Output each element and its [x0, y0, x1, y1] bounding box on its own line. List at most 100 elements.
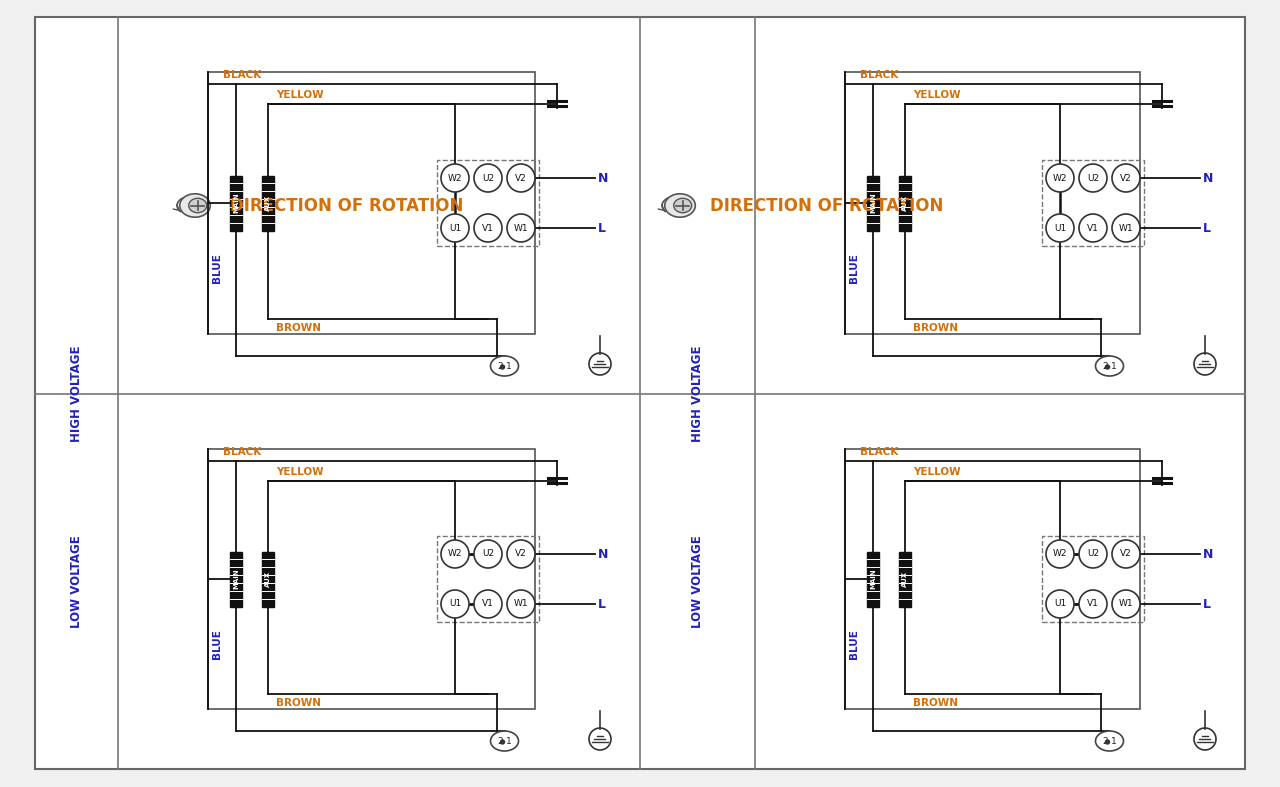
Circle shape: [1112, 214, 1140, 242]
Text: AUX: AUX: [265, 195, 271, 211]
Circle shape: [442, 590, 468, 618]
Ellipse shape: [179, 194, 210, 217]
Text: U2: U2: [1087, 549, 1100, 559]
Text: BROWN: BROWN: [913, 698, 957, 708]
Text: U2: U2: [483, 173, 494, 183]
Text: BLACK: BLACK: [860, 447, 899, 457]
Text: N: N: [1203, 172, 1213, 184]
Text: V1: V1: [483, 600, 494, 608]
Text: N: N: [598, 172, 608, 184]
Text: MAIN: MAIN: [870, 569, 876, 589]
Text: AUX: AUX: [902, 571, 908, 587]
Text: AUX: AUX: [902, 195, 908, 211]
Text: W1: W1: [1119, 600, 1133, 608]
Text: BLUE: BLUE: [212, 253, 221, 283]
Circle shape: [507, 540, 535, 568]
Text: 2: 2: [1102, 737, 1107, 745]
Circle shape: [1079, 590, 1107, 618]
Text: LOW VOLTAGE: LOW VOLTAGE: [691, 535, 704, 628]
Text: LOW VOLTAGE: LOW VOLTAGE: [70, 535, 83, 628]
Text: DIRECTION OF ROTATION: DIRECTION OF ROTATION: [710, 197, 943, 215]
Text: W1: W1: [513, 600, 529, 608]
Text: 1: 1: [1111, 361, 1116, 371]
Bar: [230, 176, 242, 231]
Text: BROWN: BROWN: [276, 698, 321, 708]
Circle shape: [474, 214, 502, 242]
Bar: [1042, 536, 1144, 622]
Circle shape: [507, 214, 535, 242]
Text: W2: W2: [1052, 173, 1068, 183]
Text: DIRECTION OF ROTATION: DIRECTION OF ROTATION: [230, 197, 463, 215]
Ellipse shape: [490, 731, 518, 751]
Ellipse shape: [1096, 731, 1124, 751]
Text: HIGH VOLTAGE: HIGH VOLTAGE: [70, 345, 83, 442]
Text: BROWN: BROWN: [913, 323, 957, 333]
Text: U1: U1: [449, 224, 461, 232]
Text: YELLOW: YELLOW: [276, 90, 324, 100]
Circle shape: [474, 540, 502, 568]
Circle shape: [1079, 164, 1107, 192]
Text: YELLOW: YELLOW: [913, 90, 960, 100]
Text: MAIN: MAIN: [233, 569, 239, 589]
Text: U2: U2: [483, 549, 494, 559]
Text: W2: W2: [448, 173, 462, 183]
Text: MAIN: MAIN: [233, 193, 239, 213]
Circle shape: [1112, 590, 1140, 618]
Text: 2: 2: [497, 737, 503, 745]
Circle shape: [1112, 540, 1140, 568]
Circle shape: [442, 164, 468, 192]
Text: L: L: [1203, 597, 1211, 611]
Text: BLUE: BLUE: [849, 253, 859, 283]
Text: W2: W2: [448, 549, 462, 559]
Ellipse shape: [673, 198, 691, 212]
Text: YELLOW: YELLOW: [276, 467, 324, 477]
Text: AUX: AUX: [265, 571, 271, 587]
Circle shape: [1046, 164, 1074, 192]
Text: V1: V1: [483, 224, 494, 232]
Text: U2: U2: [1087, 173, 1100, 183]
Text: W2: W2: [1052, 549, 1068, 559]
Bar: [867, 176, 879, 231]
Text: V2: V2: [515, 549, 527, 559]
Text: W1: W1: [513, 224, 529, 232]
Ellipse shape: [664, 194, 695, 217]
Text: BLACK: BLACK: [223, 70, 261, 80]
Ellipse shape: [490, 356, 518, 376]
Circle shape: [474, 590, 502, 618]
Bar: [209, 449, 535, 709]
Text: 2: 2: [497, 361, 503, 371]
Circle shape: [474, 164, 502, 192]
Text: YELLOW: YELLOW: [913, 467, 960, 477]
Text: BLACK: BLACK: [223, 447, 261, 457]
Text: MAIN: MAIN: [870, 193, 876, 213]
Text: V2: V2: [1120, 173, 1132, 183]
Text: U1: U1: [449, 600, 461, 608]
Text: BLUE: BLUE: [849, 629, 859, 659]
Text: N: N: [1203, 548, 1213, 560]
Bar: [209, 72, 535, 334]
Circle shape: [1046, 214, 1074, 242]
Circle shape: [507, 164, 535, 192]
Text: L: L: [1203, 221, 1211, 235]
Text: 1: 1: [506, 737, 511, 745]
Text: U1: U1: [1053, 224, 1066, 232]
Text: N: N: [598, 548, 608, 560]
Text: HIGH VOLTAGE: HIGH VOLTAGE: [691, 345, 704, 442]
Bar: [867, 552, 879, 607]
Bar: [899, 176, 911, 231]
Circle shape: [1079, 214, 1107, 242]
Circle shape: [442, 540, 468, 568]
Circle shape: [500, 365, 504, 369]
Bar: [1042, 160, 1144, 246]
Text: V1: V1: [1087, 224, 1100, 232]
Ellipse shape: [1096, 356, 1124, 376]
Bar: [262, 176, 274, 231]
Text: V2: V2: [515, 173, 527, 183]
Text: 1: 1: [506, 361, 511, 371]
Circle shape: [1112, 164, 1140, 192]
Circle shape: [1046, 540, 1074, 568]
Text: 1: 1: [1111, 737, 1116, 745]
Ellipse shape: [188, 198, 206, 212]
Bar: [436, 160, 539, 246]
Circle shape: [507, 590, 535, 618]
